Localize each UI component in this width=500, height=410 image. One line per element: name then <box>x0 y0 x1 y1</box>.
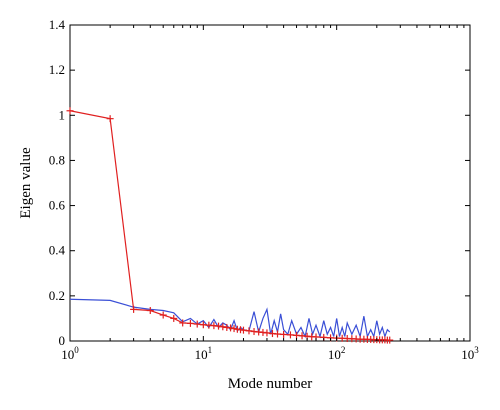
series-point <box>280 330 288 338</box>
y-tick-label: 1.4 <box>49 17 66 32</box>
y-tick-label: 1.2 <box>49 62 65 77</box>
x-axis-label: Mode number <box>228 376 313 392</box>
x-tick-base: 10 <box>61 347 74 362</box>
series-point <box>106 115 114 123</box>
x-tick-exponent: 3 <box>474 345 479 355</box>
y-tick-label: 0 <box>59 333 66 348</box>
series-point <box>170 314 178 322</box>
series-point <box>215 322 223 330</box>
plot-area <box>69 24 471 342</box>
series-point <box>193 320 201 328</box>
series-point <box>230 325 238 333</box>
y-tick-label: 0.8 <box>49 152 65 167</box>
series-point <box>386 336 394 344</box>
y-tick-label: 0.4 <box>49 243 66 258</box>
series-point <box>130 305 138 313</box>
series-point <box>66 107 74 115</box>
x-tick-label: 103 <box>461 345 479 362</box>
y-axis-label: Eigen value <box>18 147 34 219</box>
x-tick-exponent: 1 <box>208 345 213 355</box>
y-tick-label: 0.6 <box>49 198 66 213</box>
series-point <box>286 331 294 339</box>
series-point <box>159 311 167 319</box>
x-tick-label: 100 <box>61 345 79 362</box>
series-point <box>219 323 227 331</box>
series-point <box>263 329 271 337</box>
y-tick-label: 0.2 <box>49 288 65 303</box>
series-point <box>146 307 154 315</box>
series-point <box>227 324 235 332</box>
series-point <box>274 330 282 338</box>
series-point <box>179 319 187 327</box>
series-point <box>239 326 247 334</box>
x-tick-exponent: 0 <box>74 345 79 355</box>
x-tick-base: 10 <box>328 347 341 362</box>
x-tick-exponent: 2 <box>341 345 346 355</box>
series-point <box>245 327 253 335</box>
x-tick-base: 10 <box>195 347 208 362</box>
y-tick-label: 1 <box>59 107 66 122</box>
series-point <box>186 319 194 327</box>
x-tick-base: 10 <box>461 347 474 362</box>
x-tick-label: 101 <box>195 345 213 362</box>
x-tick-label: 102 <box>328 345 346 362</box>
